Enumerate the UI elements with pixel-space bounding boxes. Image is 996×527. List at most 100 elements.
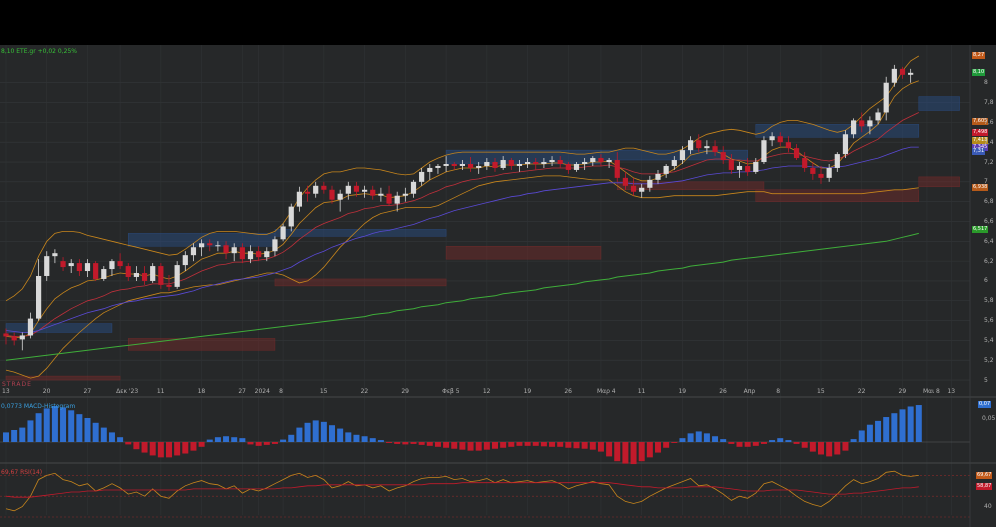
macd-bar bbox=[280, 439, 287, 442]
candle-body bbox=[3, 333, 9, 337]
candle-body bbox=[647, 179, 653, 188]
candle-body bbox=[345, 185, 351, 194]
zone-box bbox=[5, 323, 113, 333]
candle-body bbox=[410, 181, 417, 194]
macd-bar bbox=[304, 422, 311, 442]
chart-canvas[interactable] bbox=[0, 45, 996, 527]
macd-bar bbox=[459, 442, 466, 450]
macd-bar bbox=[483, 442, 490, 450]
macd-bar bbox=[915, 405, 922, 442]
candle-body bbox=[736, 165, 743, 170]
x-tick-label: Φεβ 5 bbox=[442, 388, 460, 395]
price-tag: 8,27 bbox=[972, 52, 986, 60]
macd-bar bbox=[43, 408, 50, 442]
candle-body bbox=[182, 255, 188, 266]
macd-bar bbox=[703, 433, 710, 442]
y-tick-label: 7,4 bbox=[984, 138, 994, 146]
x-tick-label: 27 bbox=[238, 388, 246, 395]
candle-body bbox=[19, 335, 25, 340]
candle-body bbox=[704, 146, 710, 149]
macd-bar bbox=[671, 442, 678, 443]
candle-body bbox=[247, 251, 254, 260]
macd-bar bbox=[818, 442, 824, 455]
candle-body bbox=[199, 243, 205, 248]
x-tick-label: Μαρ 4 bbox=[596, 388, 616, 395]
candle-body bbox=[671, 160, 677, 166]
candle-body bbox=[272, 239, 278, 252]
price-tag: 7,413 bbox=[972, 137, 989, 145]
candle-body bbox=[231, 247, 237, 254]
chart-area[interactable]: 8,10 ETE.gr +0,02 0,25% STRADE 0,0773 MA… bbox=[0, 45, 996, 527]
macd-bar bbox=[190, 442, 197, 451]
x-tick-label: 22 bbox=[360, 388, 369, 395]
candle-body bbox=[419, 171, 425, 182]
macd-bar bbox=[769, 440, 776, 442]
macd-bar bbox=[826, 442, 833, 457]
macd-bar bbox=[157, 442, 164, 458]
macd-bar bbox=[785, 440, 792, 442]
x-tick-label: 19 bbox=[678, 388, 687, 395]
macd-bar bbox=[744, 442, 751, 447]
candle-body bbox=[44, 256, 50, 276]
x-tick-label: 26 bbox=[719, 388, 727, 395]
macd-bar bbox=[736, 442, 743, 447]
zone-box bbox=[128, 338, 276, 351]
price-tag: 7,31 bbox=[972, 147, 986, 155]
candle-body bbox=[508, 160, 514, 166]
macd-bar bbox=[589, 442, 596, 450]
candle-body bbox=[492, 162, 498, 168]
x-tick-label: 29 bbox=[898, 388, 907, 395]
overlay-ema-mid bbox=[5, 112, 919, 337]
macd-bar bbox=[434, 442, 441, 447]
candle-body bbox=[68, 263, 74, 267]
candle-body bbox=[84, 263, 91, 272]
macd-bar bbox=[320, 421, 327, 442]
candle-body bbox=[174, 265, 180, 287]
macd-value-tag: 0,07 bbox=[978, 401, 992, 409]
macd-bar bbox=[312, 420, 319, 442]
candle-body bbox=[304, 191, 311, 194]
candle-body bbox=[802, 158, 808, 168]
candle-body bbox=[60, 261, 66, 268]
candle-body bbox=[321, 185, 327, 190]
macd-bar bbox=[3, 432, 9, 442]
macd-bar bbox=[402, 442, 409, 445]
macd-bar bbox=[206, 439, 213, 442]
x-tick-label: 12 bbox=[482, 388, 491, 395]
rsi-signal-line bbox=[5, 482, 919, 498]
rsi-y-tick-label: 40 bbox=[984, 503, 992, 511]
candle-body bbox=[696, 140, 702, 149]
macd-bar bbox=[410, 442, 417, 444]
macd-bar bbox=[443, 442, 450, 448]
candle-body bbox=[125, 266, 131, 277]
macd-bar bbox=[793, 442, 800, 444]
x-tick-label: Μαι 8 bbox=[922, 388, 940, 395]
macd-bar bbox=[255, 442, 262, 446]
macd-bar bbox=[51, 406, 58, 442]
candle-body bbox=[76, 263, 82, 272]
y-tick-label: 5,8 bbox=[984, 297, 994, 305]
macd-bar bbox=[565, 442, 572, 448]
macd-bar bbox=[581, 442, 588, 449]
x-tick-label: 13 bbox=[947, 388, 956, 395]
candle-body bbox=[859, 120, 865, 127]
candle-body bbox=[239, 247, 245, 260]
macd-bar bbox=[907, 406, 914, 442]
candle-body bbox=[101, 269, 107, 279]
candle-body bbox=[329, 189, 335, 200]
x-tick-label: 19 bbox=[523, 388, 532, 395]
candle-body bbox=[525, 162, 531, 164]
candle-body bbox=[353, 185, 360, 192]
candle-body bbox=[378, 193, 384, 196]
candle-body bbox=[851, 120, 857, 135]
zone-box bbox=[918, 96, 960, 111]
macd-bar bbox=[337, 428, 344, 442]
candle-body bbox=[639, 187, 645, 192]
candle-body bbox=[590, 158, 596, 163]
macd-bar bbox=[133, 442, 140, 450]
candle-body bbox=[402, 193, 408, 196]
price-tag: 7,605 bbox=[972, 118, 989, 126]
candle-body bbox=[362, 189, 368, 192]
macd-bar bbox=[842, 442, 849, 451]
macd-bar bbox=[386, 442, 393, 443]
